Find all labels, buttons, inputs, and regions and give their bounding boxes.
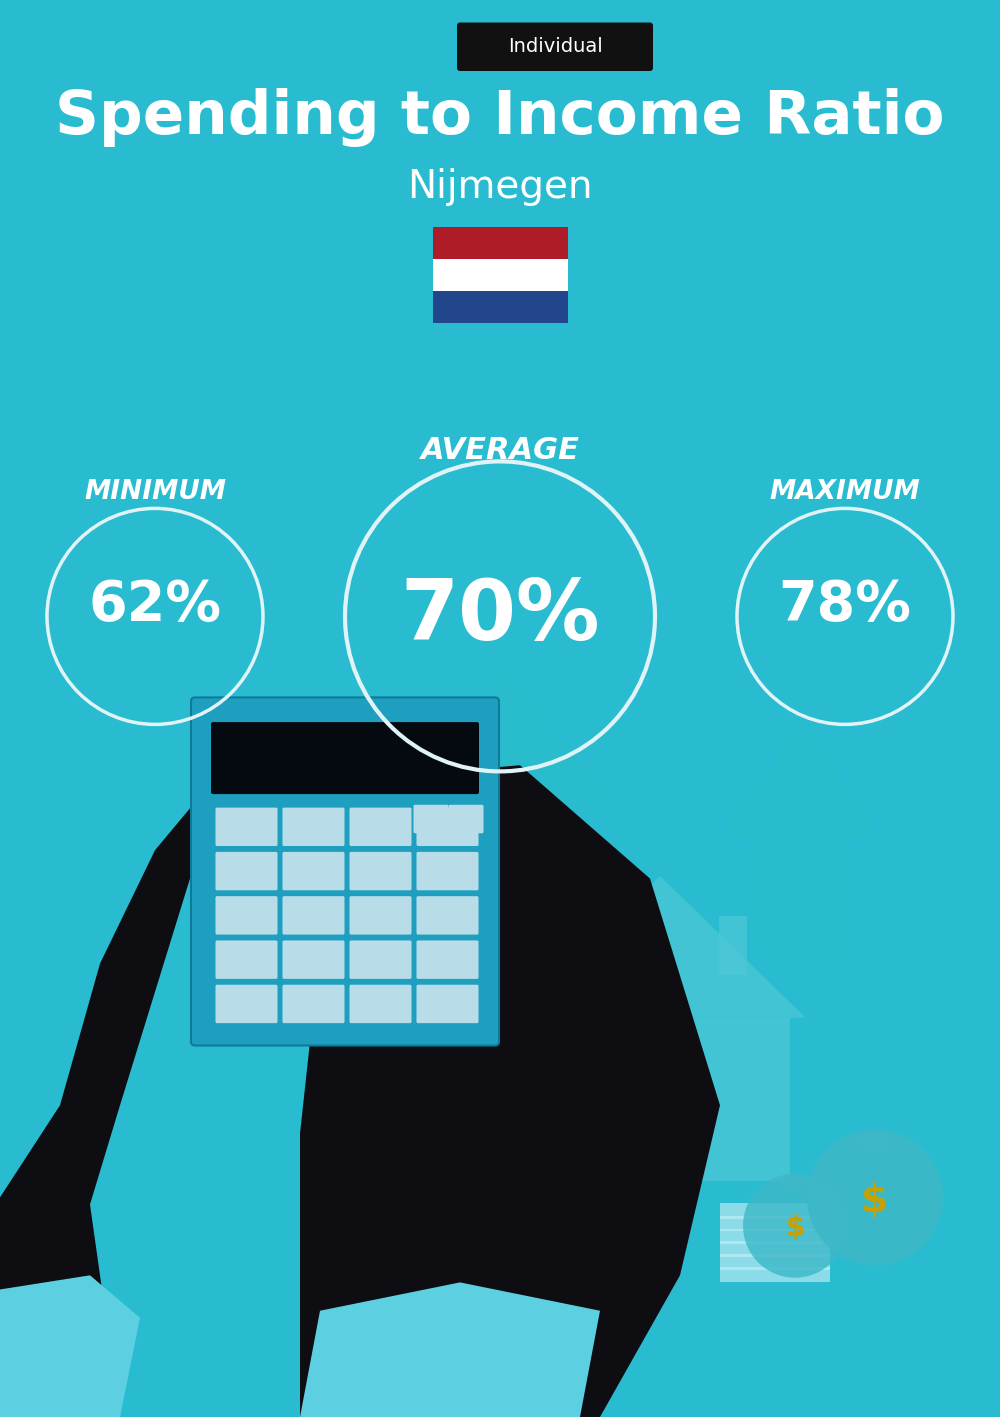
FancyBboxPatch shape (350, 852, 412, 890)
FancyBboxPatch shape (414, 805, 448, 833)
Bar (720, 1229, 830, 1244)
Polygon shape (400, 666, 610, 921)
Bar (670, 1088, 702, 1180)
FancyBboxPatch shape (350, 808, 412, 846)
Polygon shape (514, 876, 806, 1017)
Text: $: $ (862, 1182, 889, 1220)
FancyBboxPatch shape (216, 896, 278, 935)
FancyBboxPatch shape (416, 808, 479, 846)
Text: Nijmegen: Nijmegen (407, 169, 593, 205)
FancyBboxPatch shape (216, 941, 278, 979)
FancyBboxPatch shape (416, 896, 479, 935)
Bar (432, 290, 568, 323)
Text: MAXIMUM: MAXIMUM (770, 479, 920, 504)
FancyBboxPatch shape (416, 985, 479, 1023)
FancyBboxPatch shape (216, 808, 278, 846)
Text: $: $ (785, 1214, 805, 1243)
Ellipse shape (858, 1131, 892, 1152)
Text: Spending to Income Ratio: Spending to Income Ratio (55, 88, 945, 147)
Polygon shape (0, 1275, 140, 1417)
Text: 62%: 62% (88, 578, 222, 632)
Circle shape (743, 1173, 847, 1278)
Text: MINIMUM: MINIMUM (84, 479, 226, 504)
Bar (720, 1203, 830, 1219)
Polygon shape (0, 772, 240, 1417)
FancyBboxPatch shape (283, 896, 344, 935)
FancyBboxPatch shape (211, 723, 479, 794)
Bar (718, 915, 746, 975)
Bar (530, 1017, 790, 1180)
Bar (720, 1254, 830, 1270)
FancyBboxPatch shape (350, 896, 412, 935)
Bar (720, 1241, 830, 1257)
Bar (432, 227, 568, 259)
Bar (720, 1216, 830, 1231)
Text: 70%: 70% (400, 575, 600, 657)
Polygon shape (300, 765, 720, 1417)
Bar (620, 1088, 652, 1180)
FancyBboxPatch shape (283, 985, 344, 1023)
Text: 78%: 78% (779, 578, 911, 632)
FancyBboxPatch shape (457, 23, 653, 71)
FancyBboxPatch shape (448, 805, 484, 833)
Polygon shape (300, 701, 460, 801)
FancyBboxPatch shape (283, 852, 344, 890)
Text: Individual: Individual (508, 37, 602, 57)
FancyBboxPatch shape (350, 985, 412, 1023)
Ellipse shape (782, 1175, 808, 1190)
Bar (432, 259, 568, 290)
Circle shape (807, 1129, 943, 1265)
FancyBboxPatch shape (350, 941, 412, 979)
FancyBboxPatch shape (216, 985, 278, 1023)
Polygon shape (300, 1282, 600, 1417)
FancyBboxPatch shape (216, 852, 278, 890)
Polygon shape (720, 723, 880, 956)
FancyBboxPatch shape (283, 941, 344, 979)
FancyBboxPatch shape (416, 941, 479, 979)
FancyBboxPatch shape (416, 852, 479, 890)
Text: AVERAGE: AVERAGE (420, 436, 580, 465)
Bar (720, 1267, 830, 1282)
FancyBboxPatch shape (191, 697, 499, 1046)
FancyBboxPatch shape (283, 808, 344, 846)
